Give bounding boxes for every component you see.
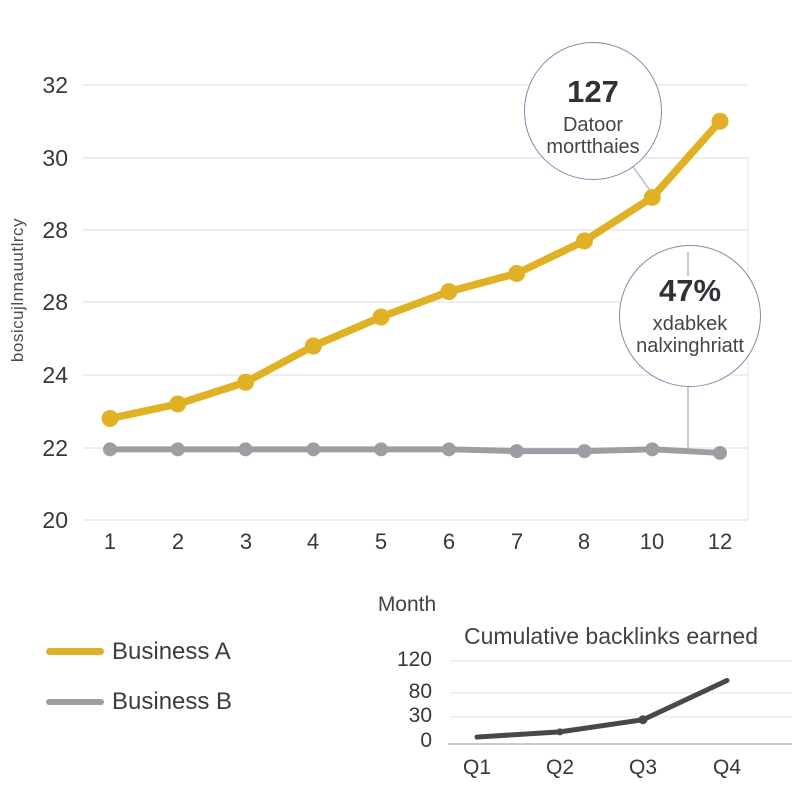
- annotation-text: mortthaies: [546, 136, 640, 158]
- x-tick-label: 8: [577, 529, 591, 554]
- inset-y-tick-label: 80: [408, 680, 432, 703]
- x-tick-label: 2: [171, 529, 185, 554]
- inset-chart-title: Cumulative backlinks earned: [463, 623, 759, 649]
- x-tick-label: 3: [239, 529, 253, 554]
- x-tick-label: 4: [306, 529, 320, 554]
- y-tick-label: 24: [42, 362, 68, 388]
- x-tick-label: 12: [707, 529, 733, 554]
- inset-x-tick-label: Q1: [462, 756, 491, 779]
- y-tick-label: 20: [42, 507, 68, 533]
- inset-x-tick-label: Q3: [628, 756, 657, 779]
- inset-x-tick-label: Q4: [712, 756, 741, 779]
- inset-y-tick-label: 30: [408, 704, 432, 727]
- y-tick-label: 28: [42, 289, 68, 315]
- annotation-text: Datoor: [562, 114, 624, 136]
- legend-label-business-a: Business A: [112, 638, 231, 665]
- y-axis-title: bosicujlnnauutlrcy: [8, 217, 27, 363]
- legend-swatch-business-b: [46, 699, 104, 705]
- inset-x-tick-label: Q2: [545, 756, 574, 779]
- annotation-text: xdabkek: [652, 313, 728, 335]
- inset-y-tick-label: 120: [396, 648, 432, 671]
- x-tick-label: 7: [510, 529, 524, 554]
- x-tick-label: 1: [103, 529, 117, 554]
- annotation-bubble-127: 127 Datoor mortthaies: [524, 42, 662, 180]
- legend-label-business-b: Business B: [112, 688, 233, 715]
- y-tick-label: 32: [42, 72, 68, 98]
- x-tick-label: 6: [442, 529, 456, 554]
- y-tick-label: 30: [42, 145, 68, 171]
- annotation-value: 127: [567, 74, 619, 109]
- y-tick-label: 28: [42, 217, 68, 243]
- annotation-bubble-47pct: 47% xdabkek nalxinghriatt: [619, 245, 761, 387]
- annotation-connector-stub: [687, 252, 689, 276]
- y-tick-label: 22: [42, 435, 68, 461]
- legend-swatch-business-a: [46, 648, 104, 655]
- x-axis-title: Month: [377, 593, 437, 616]
- inset-y-tick-label: 0: [420, 729, 432, 752]
- annotation-value: 47%: [658, 273, 722, 308]
- annotation-text: nalxinghriatt: [636, 335, 744, 357]
- x-tick-label: 5: [374, 529, 388, 554]
- x-tick-label: 10: [639, 529, 665, 554]
